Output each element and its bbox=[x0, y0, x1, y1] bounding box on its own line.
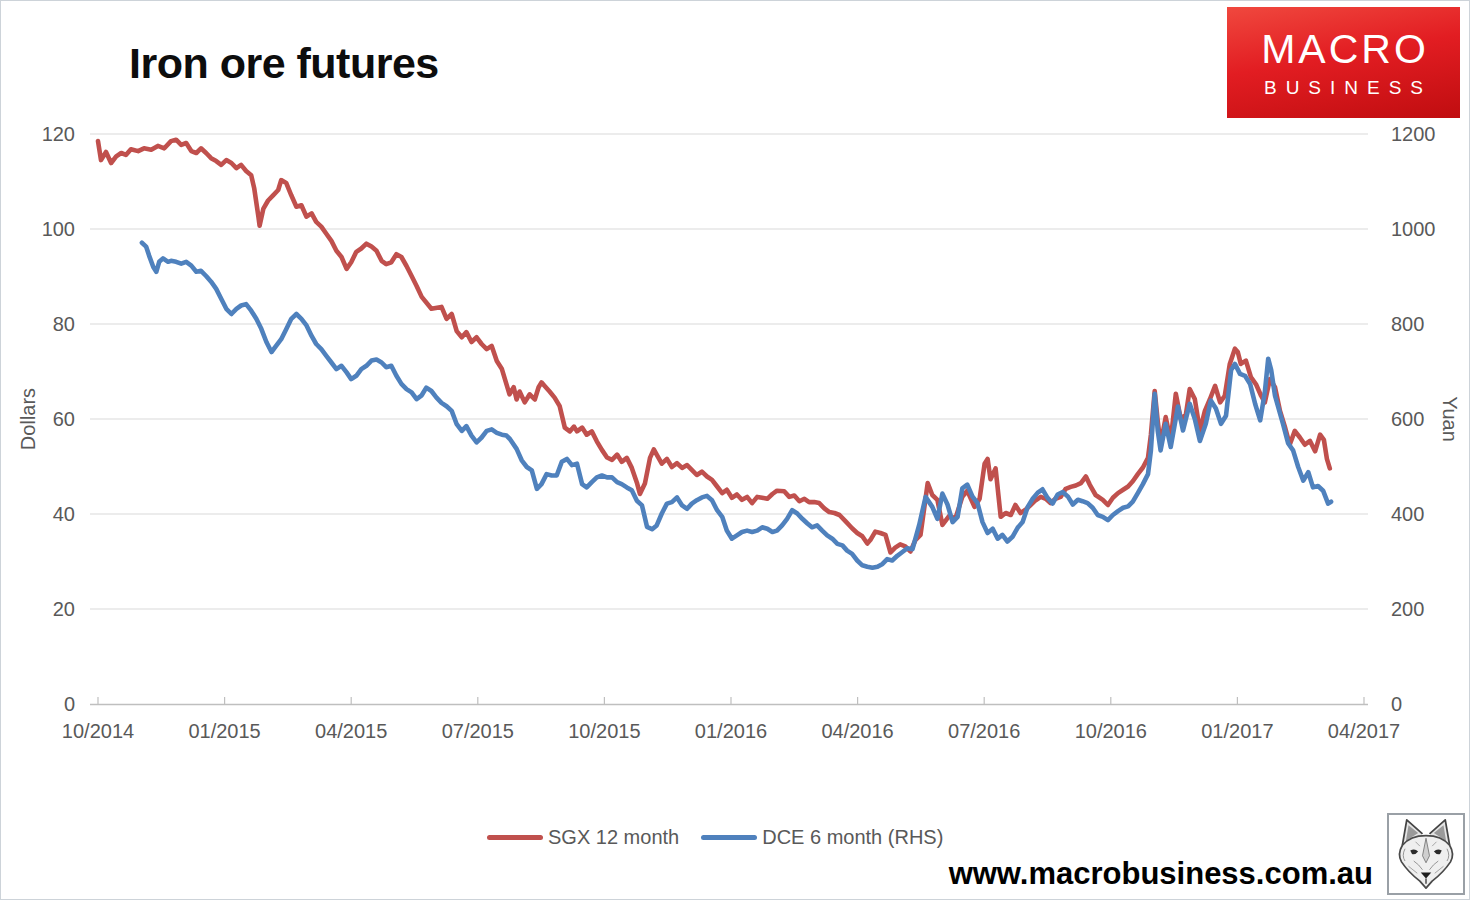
y-left-tick-label: 20 bbox=[1, 598, 75, 620]
x-tick-label: 10/2014 bbox=[33, 720, 163, 743]
legend-label-sgx: SGX 12 month bbox=[548, 826, 679, 849]
y-right-tick-label: 400 bbox=[1391, 503, 1470, 525]
footer-url: www.macrobusiness.com.au bbox=[949, 856, 1373, 892]
y-right-tick-label: 1200 bbox=[1391, 123, 1470, 145]
legend-item-dce: DCE 6 month (RHS) bbox=[701, 826, 943, 849]
y-axis-label-right: Yuan bbox=[1438, 359, 1462, 479]
fox-logo bbox=[1387, 813, 1465, 895]
chart-legend: SGX 12 month DCE 6 month (RHS) bbox=[487, 826, 943, 849]
y-left-tick-label: 0 bbox=[1, 693, 75, 715]
dce-series-line bbox=[142, 243, 1331, 568]
x-tick-label: 07/2015 bbox=[413, 720, 543, 743]
y-right-tick-label: 200 bbox=[1391, 598, 1470, 620]
x-tick-label: 01/2016 bbox=[666, 720, 796, 743]
x-tick-label: 10/2015 bbox=[539, 720, 669, 743]
x-tick-label: 07/2016 bbox=[919, 720, 1049, 743]
y-right-tick-label: 800 bbox=[1391, 313, 1470, 335]
y-axis-label-left: Dollars bbox=[16, 359, 40, 479]
page: Iron ore futures MACRO BUSINESS 12010080… bbox=[0, 0, 1470, 900]
y-left-tick-label: 100 bbox=[1, 218, 75, 240]
x-tick-label: 04/2015 bbox=[286, 720, 416, 743]
legend-swatch-sgx-icon bbox=[487, 835, 543, 840]
legend-item-sgx: SGX 12 month bbox=[487, 826, 679, 849]
legend-label-dce: DCE 6 month (RHS) bbox=[762, 826, 943, 849]
legend-swatch-dce-icon bbox=[701, 835, 757, 840]
y-right-tick-label: 1000 bbox=[1391, 218, 1470, 240]
chart-plot bbox=[1, 1, 1470, 900]
y-left-tick-label: 40 bbox=[1, 503, 75, 525]
y-right-tick-label: 0 bbox=[1391, 693, 1470, 715]
x-tick-label: 04/2016 bbox=[793, 720, 923, 743]
sgx-series-line bbox=[98, 140, 1330, 553]
x-tick-label: 10/2016 bbox=[1046, 720, 1176, 743]
x-tick-label: 01/2015 bbox=[160, 720, 290, 743]
y-left-tick-label: 80 bbox=[1, 313, 75, 335]
x-tick-label: 01/2017 bbox=[1172, 720, 1302, 743]
fox-icon bbox=[1391, 817, 1461, 891]
x-tick-label: 04/2017 bbox=[1299, 720, 1429, 743]
y-left-tick-label: 120 bbox=[1, 123, 75, 145]
